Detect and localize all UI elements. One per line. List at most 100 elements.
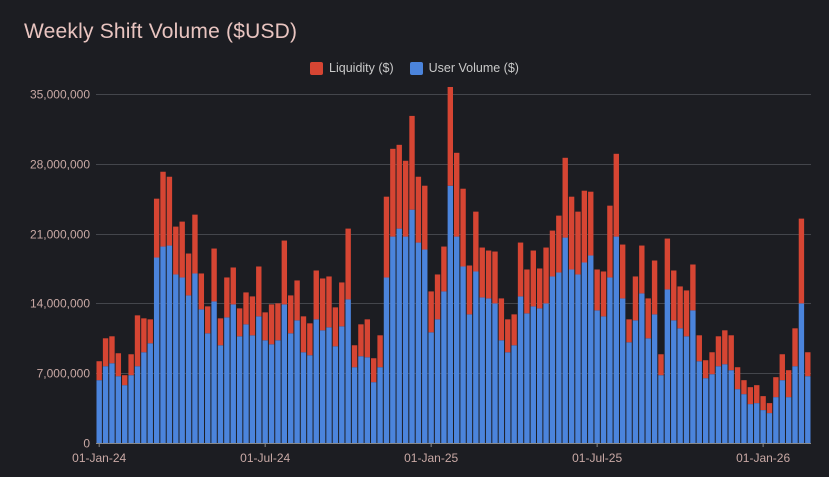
bar-user-volume[interactable] [562, 237, 568, 443]
bar-user-volume[interactable] [785, 397, 792, 443]
bar-liquidity[interactable] [460, 188, 466, 267]
bar-user-volume[interactable] [671, 320, 677, 443]
bar-user-volume[interactable] [230, 304, 236, 443]
bar-liquidity[interactable] [556, 215, 562, 273]
bar-liquidity[interactable] [683, 290, 690, 337]
bar-user-volume[interactable] [402, 236, 409, 443]
bar-liquidity[interactable] [581, 190, 588, 263]
bar-user-volume[interactable] [543, 303, 549, 443]
bar-liquidity[interactable] [664, 238, 671, 290]
bar-user-volume[interactable] [498, 340, 505, 443]
bar-user-volume[interactable] [524, 313, 530, 443]
bar-user-volume[interactable] [192, 273, 198, 443]
bar-liquidity[interactable] [434, 274, 441, 320]
bar-liquidity[interactable] [498, 298, 505, 341]
bar-user-volume[interactable] [294, 320, 300, 443]
bar-liquidity[interactable] [198, 273, 205, 310]
bar-user-volume[interactable] [600, 316, 607, 443]
bar-liquidity[interactable] [492, 251, 498, 304]
bar-liquidity[interactable] [243, 292, 249, 325]
bar-user-volume[interactable] [160, 246, 166, 443]
bar-user-volume[interactable] [754, 403, 760, 443]
bar-user-volume[interactable] [792, 366, 798, 443]
bar-user-volume[interactable] [256, 316, 262, 443]
bar-user-volume[interactable] [428, 332, 434, 443]
bar-user-volume[interactable] [492, 303, 498, 443]
bar-liquidity[interactable] [217, 318, 224, 346]
bar-user-volume[interactable] [766, 413, 773, 443]
bar-liquidity[interactable] [256, 266, 262, 317]
bar-liquidity[interactable] [319, 278, 326, 331]
bar-user-volume[interactable] [779, 380, 785, 443]
bar-user-volume[interactable] [268, 344, 275, 443]
bar-liquidity[interactable] [115, 353, 122, 377]
bar-liquidity[interactable] [690, 264, 696, 311]
bar-user-volume[interactable] [115, 376, 122, 443]
bar-user-volume[interactable] [236, 336, 243, 443]
bar-user-volume[interactable] [473, 271, 479, 443]
bar-user-volume[interactable] [690, 310, 696, 443]
bar-liquidity[interactable] [715, 336, 722, 367]
bar-liquidity[interactable] [383, 196, 390, 278]
bar-user-volume[interactable] [485, 298, 492, 443]
bar-user-volume[interactable] [377, 367, 383, 443]
bar-user-volume[interactable] [619, 298, 626, 443]
bar-liquidity[interactable] [447, 86, 453, 186]
bar-liquidity[interactable] [236, 308, 243, 337]
bar-user-volume[interactable] [383, 277, 390, 443]
bar-liquidity[interactable] [358, 324, 364, 357]
bar-liquidity[interactable] [173, 226, 179, 275]
bar-liquidity[interactable] [562, 157, 568, 238]
bar-user-volume[interactable] [332, 346, 339, 443]
bar-user-volume[interactable] [147, 343, 153, 443]
bar-user-volume[interactable] [300, 352, 307, 443]
bar-liquidity[interactable] [409, 115, 415, 210]
bar-liquidity[interactable] [651, 260, 658, 315]
bar-user-volume[interactable] [364, 357, 371, 443]
bar-liquidity[interactable] [792, 328, 798, 367]
bar-liquidity[interactable] [415, 176, 422, 243]
bar-liquidity[interactable] [300, 316, 307, 353]
bar-user-volume[interactable] [683, 336, 690, 443]
bar-user-volume[interactable] [747, 404, 754, 443]
bar-user-volume[interactable] [741, 394, 747, 443]
bar-user-volume[interactable] [588, 255, 594, 443]
bar-user-volume[interactable] [728, 370, 734, 443]
bar-user-volume[interactable] [594, 310, 600, 443]
bar-liquidity[interactable] [632, 276, 639, 321]
bar-liquidity[interactable] [479, 247, 485, 298]
bar-liquidity[interactable] [677, 286, 683, 329]
bar-user-volume[interactable] [760, 410, 766, 443]
bar-user-volume[interactable] [153, 257, 160, 443]
bar-user-volume[interactable] [422, 249, 428, 443]
bar-liquidity[interactable] [326, 276, 332, 328]
bar-liquidity[interactable] [473, 211, 479, 272]
bar-user-volume[interactable] [773, 397, 779, 443]
bar-liquidity[interactable] [696, 335, 702, 362]
bar-liquidity[interactable] [524, 269, 530, 314]
bar-liquidity[interactable] [728, 335, 734, 371]
bar-user-volume[interactable] [639, 293, 645, 443]
bar-user-volume[interactable] [530, 306, 536, 443]
bar-liquidity[interactable] [530, 250, 536, 307]
bar-liquidity[interactable] [339, 282, 345, 327]
bar-liquidity[interactable] [141, 318, 147, 353]
bar-liquidity[interactable] [109, 336, 115, 364]
bar-liquidity[interactable] [268, 304, 275, 345]
bar-liquidity[interactable] [773, 377, 779, 398]
bar-liquidity[interactable] [543, 247, 549, 304]
bar-user-volume[interactable] [715, 366, 722, 443]
bar-liquidity[interactable] [766, 403, 773, 414]
bar-liquidity[interactable] [185, 253, 192, 296]
bar-liquidity[interactable] [147, 319, 153, 344]
bar-user-volume[interactable] [702, 378, 709, 443]
bar-user-volume[interactable] [575, 274, 581, 443]
bar-user-volume[interactable] [415, 242, 422, 443]
bar-user-volume[interactable] [102, 366, 109, 443]
bar-liquidity[interactable] [179, 221, 185, 278]
bar-user-volume[interactable] [288, 333, 294, 443]
bar-user-volume[interactable] [549, 276, 556, 443]
bar-user-volume[interactable] [632, 320, 639, 443]
bar-user-volume[interactable] [607, 277, 613, 443]
bar-user-volume[interactable] [658, 375, 664, 443]
